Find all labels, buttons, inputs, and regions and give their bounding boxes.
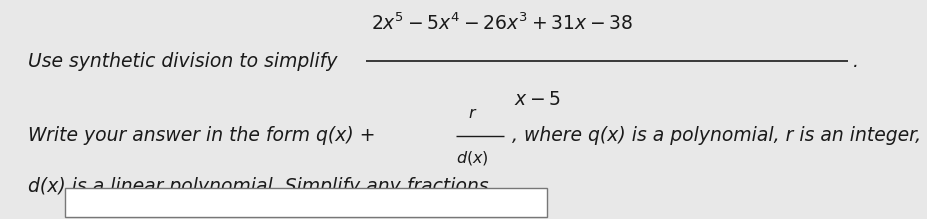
Text: d(x) is a linear polynomial. Simplify any fractions.: d(x) is a linear polynomial. Simplify an… — [28, 177, 494, 196]
Text: $2x^5-5x^4-26x^3+31x-38$: $2x^5-5x^4-26x^3+31x-38$ — [371, 12, 633, 34]
Text: $d(x)$: $d(x)$ — [456, 149, 489, 167]
Text: Use synthetic division to simplify: Use synthetic division to simplify — [28, 52, 337, 71]
Text: .: . — [853, 52, 858, 71]
Text: Write your answer in the form q(x) +: Write your answer in the form q(x) + — [28, 126, 381, 145]
FancyBboxPatch shape — [65, 188, 547, 217]
Text: $x-5$: $x-5$ — [514, 90, 562, 109]
Text: , where q(x) is a polynomial, r is an integer, and: , where q(x) is a polynomial, r is an in… — [512, 126, 927, 145]
Text: $r$: $r$ — [468, 106, 477, 121]
